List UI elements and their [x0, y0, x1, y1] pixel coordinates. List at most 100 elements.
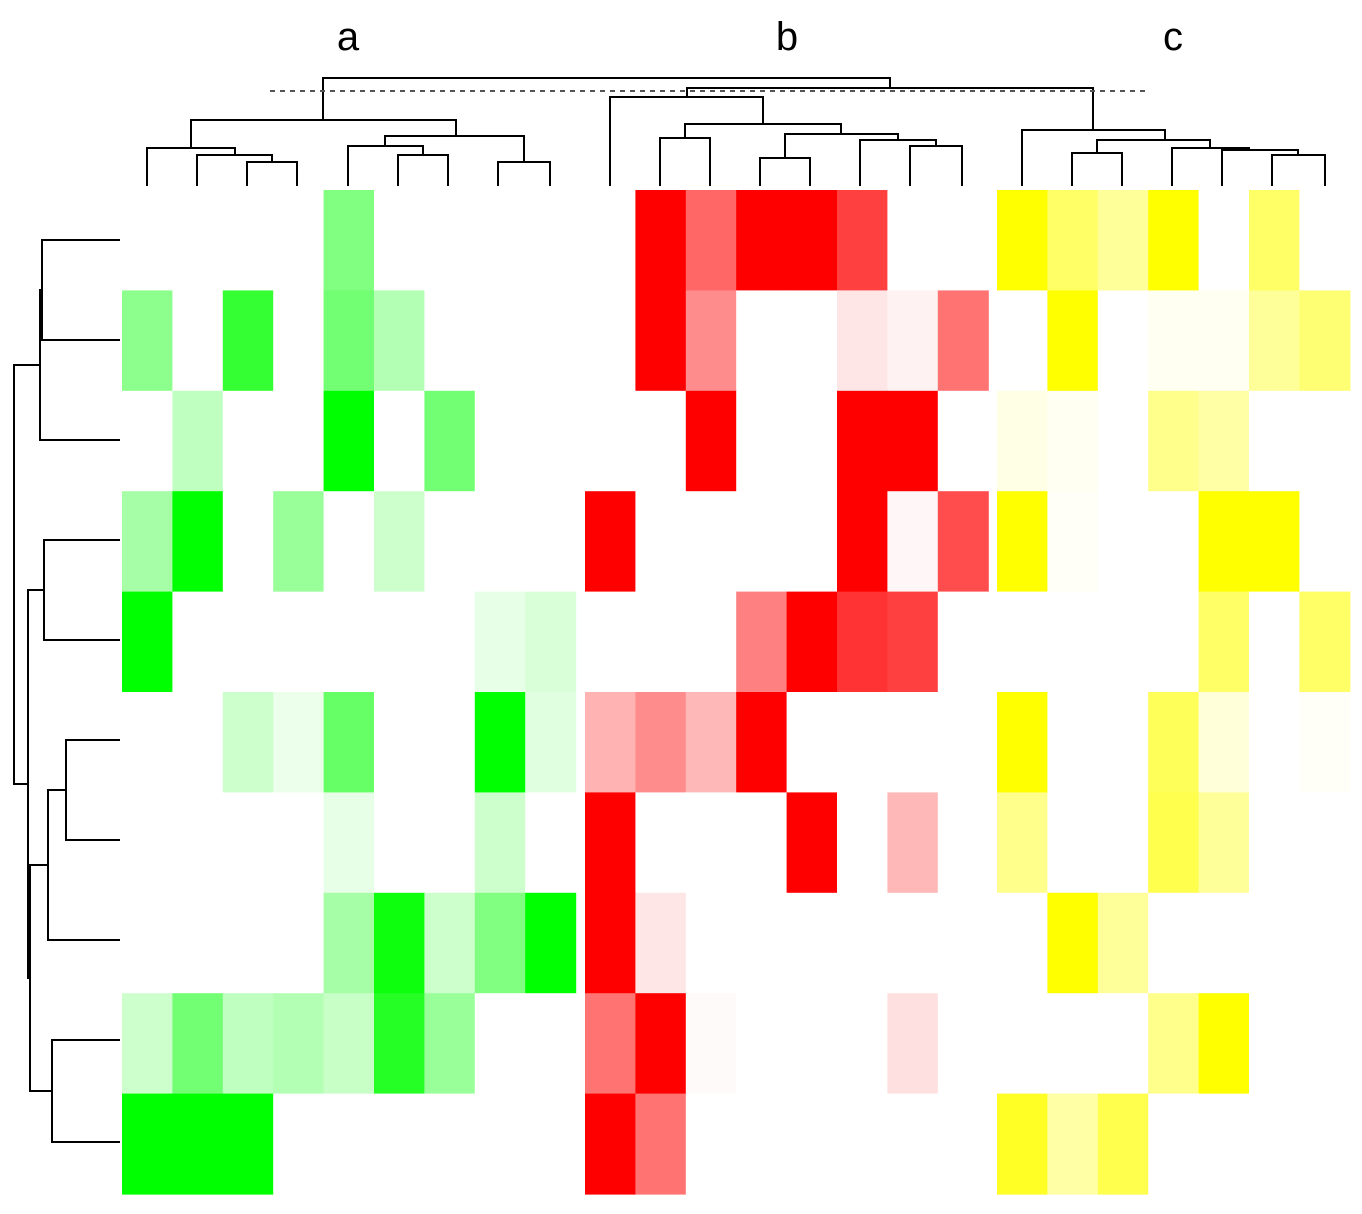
cell-c-r3-c2 [1097, 491, 1149, 593]
cell-b-r3-c0 [585, 491, 636, 593]
cell-c-r9-c1 [1047, 1093, 1099, 1195]
cell-c-r5-c2 [1097, 692, 1149, 793]
cell-a-r6-c6 [424, 792, 476, 894]
cell-b-r9-c3 [736, 1093, 788, 1195]
cell-b-r6-c7 [937, 792, 989, 894]
cell-b-r4-c6 [887, 591, 939, 693]
cell-c-r5-c4 [1198, 692, 1250, 793]
cell-c-r2-c0 [997, 390, 1048, 492]
cell-a-r0-c0 [122, 190, 173, 291]
cell-c-r3-c5 [1249, 491, 1300, 593]
cell-a-r8-c2 [222, 993, 274, 1095]
cell-c-r8-c1 [1047, 993, 1099, 1095]
cell-b-r0-c2 [685, 190, 737, 291]
cell-b-r5-c2 [685, 692, 737, 793]
cell-b-r9-c5 [837, 1093, 888, 1195]
cell-b-r5-c3 [736, 692, 788, 793]
cell-b-r6-c0 [585, 792, 636, 894]
cell-c-r2-c6 [1299, 390, 1351, 492]
cell-a-r3-c4 [323, 491, 375, 593]
cell-a-r1-c0 [122, 290, 173, 392]
cell-b-r1-c2 [685, 290, 737, 392]
cell-a-r1-c3 [273, 290, 325, 392]
cell-c-r4-c0 [997, 591, 1048, 693]
cell-a-r3-c2 [222, 491, 274, 593]
cell-b-r9-c0 [585, 1093, 636, 1195]
cell-a-r4-c2 [222, 591, 274, 693]
cell-a-r4-c6 [424, 591, 476, 693]
cell-c-r9-c5 [1249, 1093, 1300, 1195]
cell-c-r0-c3 [1148, 190, 1200, 291]
cell-b-r6-c6 [887, 792, 939, 894]
cell-b-r4-c1 [635, 591, 687, 693]
cell-b-r2-c3 [736, 390, 788, 492]
cell-b-r0-c5 [837, 190, 888, 291]
row-dendrogram [13, 239, 120, 1143]
cell-b-r5-c4 [786, 692, 838, 793]
cell-c-r4-c6 [1299, 591, 1351, 693]
cell-a-r6-c0 [122, 792, 173, 894]
cell-b-r1-c0 [585, 290, 636, 392]
cell-a-r2-c8 [525, 390, 577, 492]
cell-c-r3-c3 [1148, 491, 1200, 593]
cell-a-r4-c3 [273, 591, 325, 693]
cell-c-r8-c4 [1198, 993, 1250, 1095]
cell-b-r2-c4 [786, 390, 838, 492]
cell-c-r7-c4 [1198, 892, 1250, 994]
cell-c-r2-c4 [1198, 390, 1250, 492]
cell-c-r6-c5 [1249, 792, 1300, 894]
cell-a-r8-c5 [374, 993, 425, 1095]
cell-b-r7-c5 [837, 892, 888, 994]
cell-a-r9-c6 [424, 1093, 476, 1195]
cell-c-r9-c3 [1148, 1093, 1200, 1195]
cell-c-r8-c0 [997, 993, 1048, 1095]
cell-a-r5-c3 [273, 692, 325, 793]
cell-b-r3-c7 [937, 491, 989, 593]
cell-b-r1-c5 [837, 290, 888, 392]
cell-a-r1-c1 [172, 290, 224, 392]
cell-a-r2-c4 [323, 390, 375, 492]
cell-c-r1-c4 [1198, 290, 1250, 392]
cell-c-r6-c3 [1148, 792, 1200, 894]
cell-a-r9-c7 [474, 1093, 526, 1195]
cell-a-r2-c6 [424, 390, 476, 492]
cell-c-r0-c4 [1198, 190, 1250, 291]
cell-a-r1-c5 [374, 290, 425, 392]
cell-a-r7-c0 [122, 892, 173, 994]
cell-a-r0-c8 [525, 190, 577, 291]
cell-c-r6-c4 [1198, 792, 1250, 894]
cell-a-r1-c4 [323, 290, 375, 392]
cell-c-r0-c6 [1299, 190, 1351, 291]
cell-a-r4-c4 [323, 591, 375, 693]
cell-a-r1-c6 [424, 290, 476, 392]
cell-a-r3-c8 [525, 491, 577, 593]
cell-a-r7-c3 [273, 892, 325, 994]
cell-a-r8-c1 [172, 993, 224, 1095]
cell-b-r9-c1 [635, 1093, 687, 1195]
cell-b-r0-c7 [937, 190, 989, 291]
cell-c-r8-c3 [1148, 993, 1200, 1095]
cell-c-r4-c2 [1097, 591, 1149, 693]
cell-a-r1-c7 [474, 290, 526, 392]
cell-a-r3-c7 [474, 491, 526, 593]
cell-c-r5-c5 [1249, 692, 1300, 793]
cell-b-r2-c0 [585, 390, 636, 492]
cell-c-r1-c3 [1148, 290, 1200, 392]
cell-c-r3-c1 [1047, 491, 1099, 593]
cell-a-r4-c8 [525, 591, 577, 693]
cell-b-r4-c0 [585, 591, 636, 693]
cell-c-r9-c0 [997, 1093, 1048, 1195]
cell-a-r2-c2 [222, 390, 274, 492]
cell-b-r4-c3 [736, 591, 788, 693]
cell-b-r1-c6 [887, 290, 939, 392]
cell-a-r5-c2 [222, 692, 274, 793]
cell-b-r4-c5 [837, 591, 888, 693]
cell-a-r7-c8 [525, 892, 577, 994]
cell-c-r0-c1 [1047, 190, 1099, 291]
cell-c-r3-c0 [997, 491, 1048, 593]
cell-a-r5-c7 [474, 692, 526, 793]
cell-c-r7-c5 [1249, 892, 1300, 994]
cell-a-r6-c7 [474, 792, 526, 894]
cell-a-r5-c5 [374, 692, 425, 793]
cell-b-r7-c2 [685, 892, 737, 994]
